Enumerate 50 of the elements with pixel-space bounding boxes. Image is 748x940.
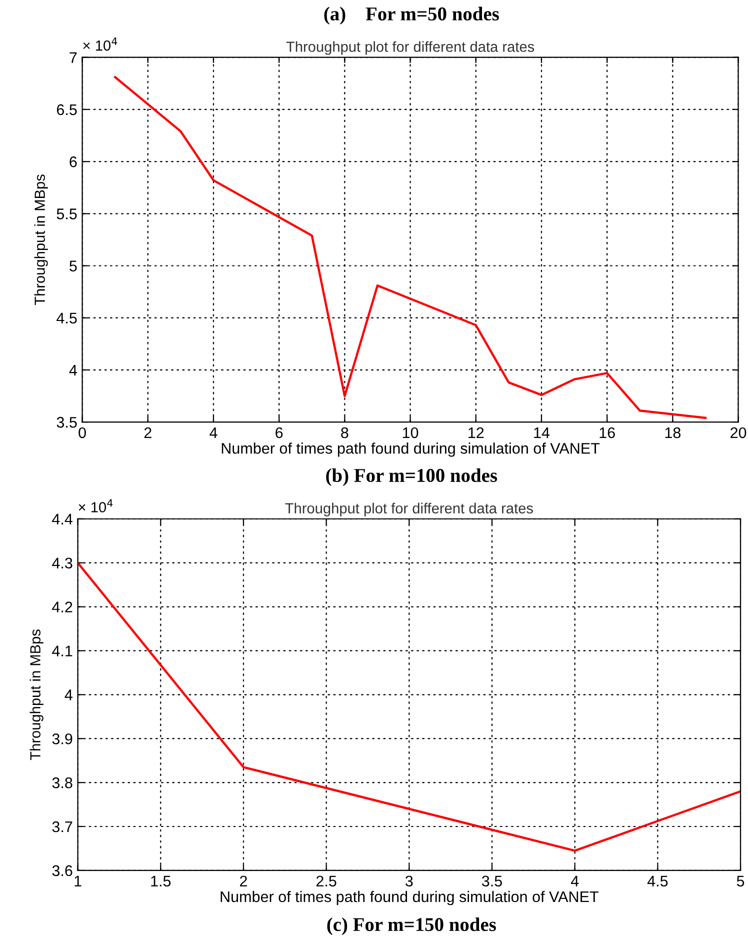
chart-title: Throughput plot for different data rates	[286, 41, 534, 55]
x-tick-label: 4.5	[647, 876, 668, 887]
y-tick-label: 3.7	[52, 821, 72, 832]
x-tick-label: 4	[570, 876, 579, 886]
x-tick-label: 12	[468, 427, 484, 438]
y-tick-label: 4	[64, 690, 72, 700]
x-tick-label: 4	[210, 427, 218, 438]
text: (c) For m=150 nodes	[327, 917, 496, 936]
x-tick-label: 2.5	[316, 876, 336, 887]
x-tick-label: 2	[144, 427, 152, 438]
x-tick-label: 10	[402, 427, 418, 438]
y-tick-label: 6.5	[56, 104, 77, 116]
text: × 10$^{4}$	[83, 38, 118, 51]
x-tick-label: 2	[240, 876, 247, 886]
y-tick-label: 5.5	[56, 208, 77, 220]
y-tick-label: 4.4	[52, 514, 72, 524]
x-tick-label: 20	[730, 427, 746, 438]
x-axis-title: Number of times path found during simulation of VANET	[220, 890, 598, 906]
y-tick-label: 4.3	[52, 558, 72, 569]
line-series	[78, 562, 741, 852]
x-tick-label: 1	[74, 876, 82, 886]
x-tick-label: 14	[534, 427, 550, 438]
y-tick-label: 5	[70, 260, 77, 272]
x-tick-label: 18	[665, 427, 681, 438]
line-series	[114, 76, 707, 419]
y-tick-label: 4.2	[52, 602, 72, 612]
y-tick-label: 3.9	[52, 733, 72, 744]
y-axis-title: Throughput in MBps	[30, 630, 44, 760]
x-tick-label: 1.5	[151, 876, 171, 887]
x-tick-label: 3	[405, 876, 413, 887]
y-tick-label: 4.1	[52, 646, 72, 656]
y-tick-label: 3.5	[56, 416, 77, 428]
x-tick-label: 8	[341, 427, 348, 438]
x-tick-label: 6	[276, 427, 283, 438]
x-tick-label: 3.5	[482, 876, 502, 887]
x-tick-label: 16	[600, 427, 615, 438]
y-axis-title: Throughput in MBps	[34, 174, 48, 306]
y-tick-label: 7	[70, 52, 77, 63]
text: × 10$^{4}$	[78, 499, 113, 512]
text: (a) For m=50 nodes	[324, 6, 499, 24]
text: (b) For m=100 nodes	[326, 468, 498, 486]
y-tick-label: 4.5	[56, 312, 77, 324]
x-tick-label: 0	[78, 427, 86, 438]
y-tick-label: 6	[70, 156, 77, 168]
chart-title: Throughput plot for different data rates	[285, 502, 533, 516]
y-tick-label: 3.6	[52, 865, 72, 876]
y-tick-label: 3.8	[52, 777, 72, 788]
y-tick-label: 4	[69, 364, 77, 376]
x-tick-label: 5	[736, 876, 744, 887]
x-axis-title: Number of times path found during simulation of VANET	[222, 442, 600, 457]
